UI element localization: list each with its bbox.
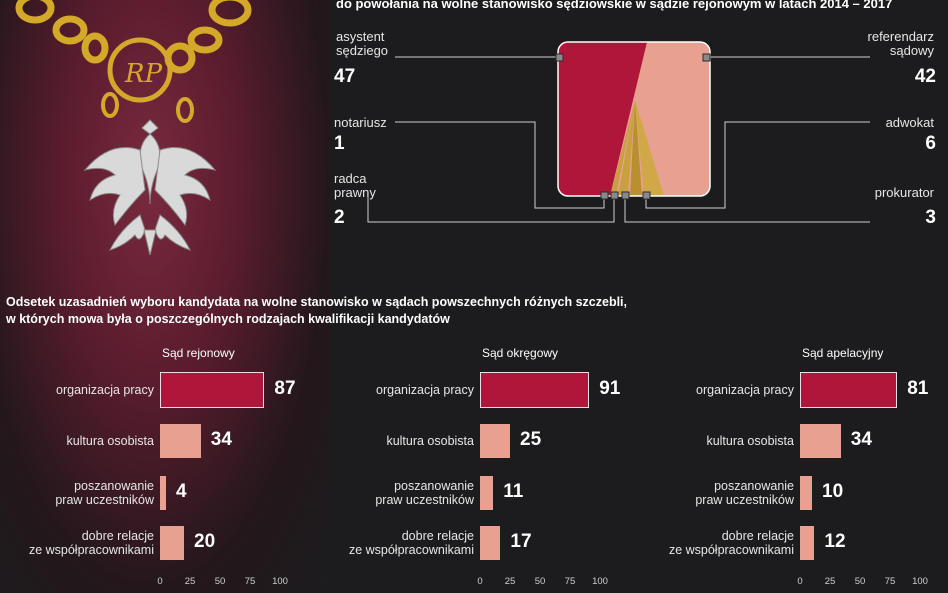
value-radca: 2 — [334, 207, 345, 228]
area-asystent — [558, 42, 647, 196]
section-title: Odsetek uzasadnień wyboru kandydata na w… — [6, 294, 706, 328]
bar-label: poszanowanie praw uczestników — [375, 479, 474, 507]
bar-value: 20 — [194, 531, 216, 552]
marker-prokurator — [621, 191, 630, 200]
bar — [160, 424, 201, 458]
marker-radca — [610, 191, 619, 200]
bar-value: 4 — [176, 481, 187, 502]
bar-value: 91 — [599, 378, 621, 399]
area-radca — [618, 100, 635, 196]
x-tick-label: 75 — [244, 576, 256, 587]
section-title-line2: w których mowa była o poszczególnych rod… — [6, 312, 450, 326]
x-tick-label: 75 — [564, 576, 576, 587]
bar-label: dobre relacje ze współpracownikami — [348, 529, 474, 557]
bar — [800, 372, 898, 408]
x-tick-label: 0 — [797, 576, 803, 587]
bar-value: 87 — [274, 378, 296, 399]
x-tick-label: 100 — [592, 576, 608, 587]
value-adwokat: 6 — [925, 133, 936, 154]
bar-value: 34 — [210, 429, 232, 450]
bar — [160, 372, 265, 408]
label-referendarz: referendarz sądowy — [867, 29, 934, 58]
bar-label: organizacja pracy — [376, 383, 474, 397]
bar — [160, 526, 184, 560]
area-frame — [557, 41, 711, 197]
x-tick-label: 100 — [912, 576, 928, 587]
area-adwokat — [635, 100, 664, 196]
label-adwokat: adwokat — [885, 115, 934, 130]
x-tick-label: 25 — [504, 576, 516, 587]
x-tick-label: 50 — [214, 576, 226, 587]
chart-title: do powołania na wolne stanowisko sędziow… — [336, 0, 893, 11]
court-title: Sąd apelacyjny — [802, 346, 884, 360]
bar-value: 17 — [510, 531, 532, 552]
value-referendarz: 42 — [914, 66, 936, 87]
bar-chart-sad-rejonowy: Sąd rejonowy organizacja pracy 87 kultura … — [0, 340, 300, 593]
x-tick-label: 0 — [477, 576, 483, 587]
leader-line-radca — [367, 192, 615, 223]
bar-value: 12 — [824, 531, 846, 552]
bar — [480, 372, 590, 408]
bar-chart-sad-apelacyjny: Sąd apelacyjny organizacja pracy 81 kultur… — [640, 340, 940, 593]
value-notariusz: 1 — [334, 133, 345, 154]
bar — [800, 424, 841, 458]
court-title: Sąd okręgowy — [482, 346, 559, 360]
section-title-line1: Odsetek uzasadnień wyboru kandydata na w… — [6, 295, 628, 309]
x-tick-label: 75 — [884, 576, 896, 587]
label-prokurator: prokurator — [874, 185, 934, 200]
composition-chart — [367, 41, 870, 223]
x-tick-label: 25 — [184, 576, 196, 587]
bar-chart-sad-okregowy: Sąd okręgowy organizacja pracy 91 kultura … — [320, 340, 620, 593]
bar — [480, 476, 494, 510]
bar-value: 11 — [503, 481, 524, 502]
judge-chain-emblem: RP — [15, 0, 252, 256]
marker-asystent — [555, 53, 564, 62]
bar — [480, 424, 510, 458]
bar — [800, 476, 812, 510]
bar — [800, 526, 815, 560]
value-asystent: 47 — [334, 66, 356, 87]
label-radca: radca prawny — [334, 171, 376, 200]
bar — [160, 476, 166, 510]
bar-label: kultura osobista — [66, 434, 154, 448]
bar-value: 25 — [520, 429, 542, 450]
marker-adwokat — [642, 191, 651, 200]
x-tick-label: 25 — [824, 576, 836, 587]
x-tick-label: 0 — [157, 576, 163, 587]
bar-value: 34 — [850, 429, 872, 450]
svg-text:RP: RP — [124, 59, 163, 89]
leader-line-prokurator — [624, 195, 870, 223]
label-asystent: asystent sędziego — [336, 29, 389, 58]
leader-line-adwokat — [645, 121, 870, 209]
bar-value: 10 — [822, 481, 844, 502]
bar — [480, 526, 501, 560]
area-notariusz — [610, 100, 635, 196]
bar-label: dobre relacje ze współpracownikami — [28, 529, 154, 557]
x-tick-label: 50 — [534, 576, 546, 587]
x-tick-label: 50 — [854, 576, 866, 587]
bar-label: poszanowanie praw uczestników — [55, 479, 154, 507]
x-tick-label: 100 — [272, 576, 288, 587]
marker-notariusz — [600, 191, 609, 200]
court-title: Sąd rejonowy — [162, 346, 235, 360]
bar-label: poszanowanie praw uczestników — [695, 479, 794, 507]
bar-label: organizacja pracy — [56, 383, 154, 397]
bar-label: organizacja pracy — [696, 383, 794, 397]
label-notariusz: notariusz — [334, 115, 387, 130]
bar-value: 81 — [907, 378, 929, 399]
bar-label: kultura osobista — [706, 434, 794, 448]
bar-label: kultura osobista — [386, 434, 474, 448]
value-prokurator: 3 — [925, 207, 936, 228]
leader-line-notariusz — [395, 121, 605, 209]
marker-referendarz — [702, 53, 711, 62]
bar-label: dobre relacje ze współpracownikami — [668, 529, 794, 557]
area-prokurator — [630, 100, 642, 196]
